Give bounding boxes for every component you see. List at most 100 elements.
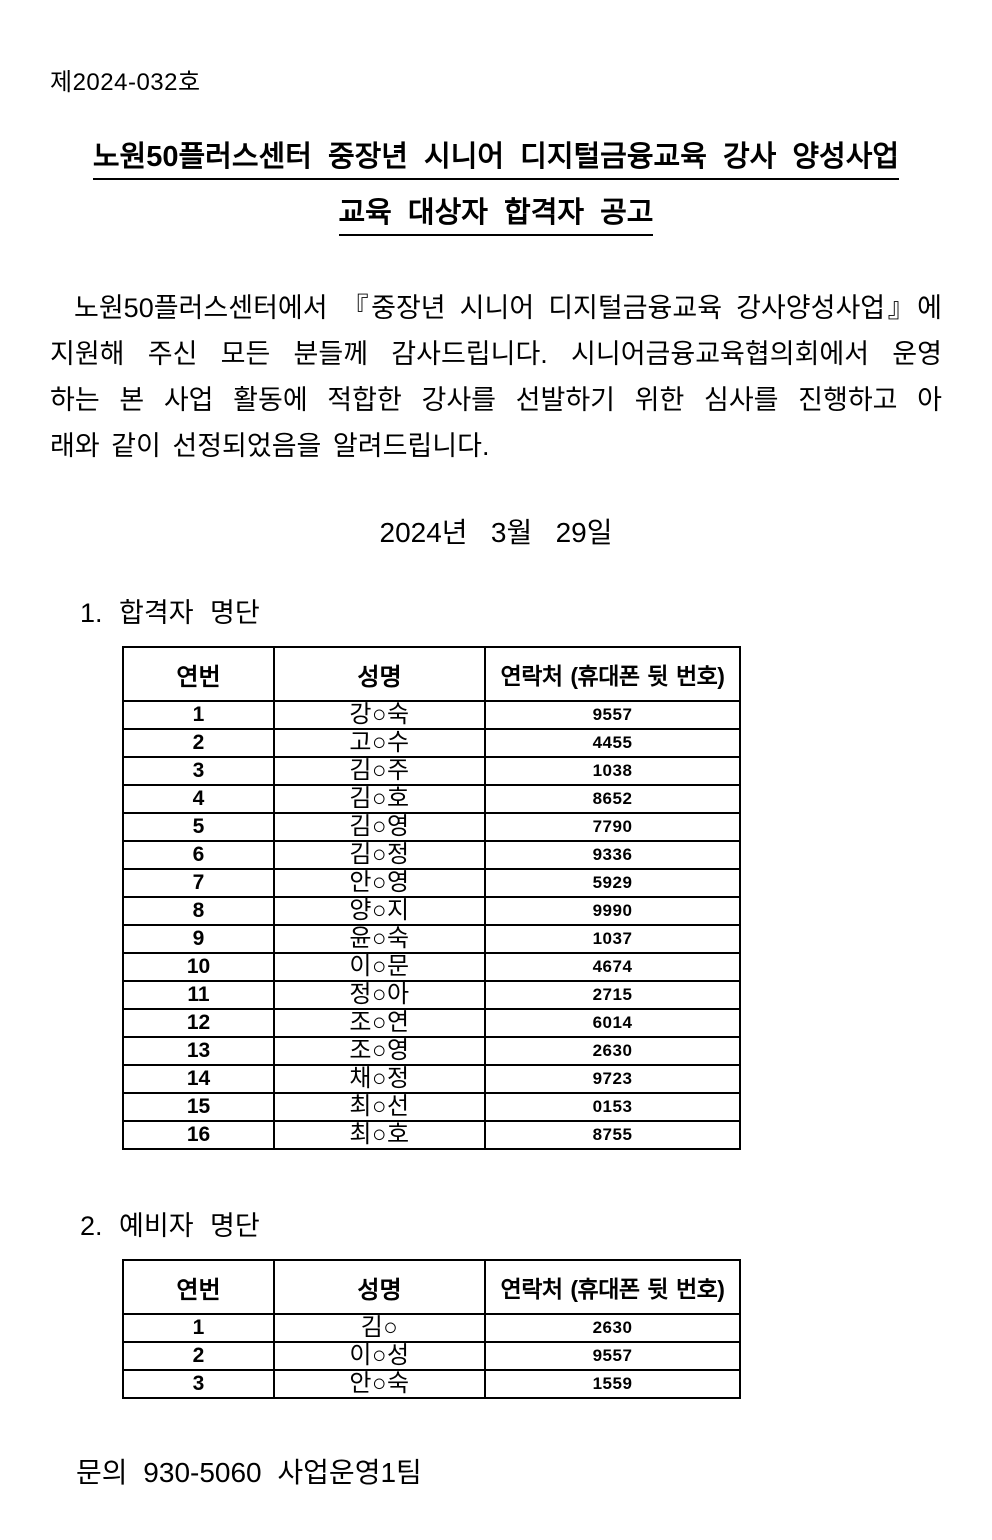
row-number-cell: 16: [122, 1120, 275, 1150]
contact-info: 문의 930-5060 사업운영1팀: [76, 1457, 422, 1488]
name-cell: 조○영: [273, 1036, 486, 1066]
name-cell: 최○호: [273, 1120, 486, 1150]
name-cell: 김○주: [273, 756, 486, 786]
name-cell: 안○영: [273, 868, 486, 898]
column-header-number: 연번: [122, 646, 275, 702]
title-line-1: 노원50플러스센터 중장년 시니어 디지털금융교육 강사 양성사업: [50, 129, 942, 185]
name-cell: 김○영: [273, 812, 486, 842]
table-header-row: 연번 성명 연락처 (휴대폰 뒷 번호): [122, 646, 741, 702]
table-header-row: 연번 성명 연락처 (휴대폰 뒷 번호): [122, 1259, 741, 1315]
table-row: 4 김○호 8652: [122, 784, 741, 814]
phone-suffix-cell: 0153: [484, 1092, 741, 1122]
phone-suffix-cell: 6014: [484, 1008, 741, 1038]
column-header-phone: 연락처 (휴대폰 뒷 번호): [484, 1259, 741, 1315]
table-row: 7 안○영 5929: [122, 868, 741, 898]
name-cell: 조○연: [273, 1008, 486, 1038]
table-row: 13 조○영 2630: [122, 1036, 741, 1066]
table-row: 9 윤○숙 1037: [122, 924, 741, 954]
name-cell: 채○정: [273, 1064, 486, 1094]
phone-suffix-cell: 7790: [484, 812, 741, 842]
name-cell: 고○수: [273, 728, 486, 758]
phone-suffix-cell: 9557: [484, 1341, 741, 1371]
phone-suffix-cell: 4455: [484, 728, 741, 758]
phone-suffix-cell: 5929: [484, 868, 741, 898]
row-number-cell: 8: [122, 896, 275, 926]
table-row: 3 안○숙 1559: [122, 1369, 741, 1399]
row-number-cell: 1: [122, 1313, 275, 1343]
name-cell: 윤○숙: [273, 924, 486, 954]
section-heading-pass-list: 1. 합격자 명단: [80, 598, 260, 628]
document-title: 노원50플러스센터 중장년 시니어 디지털금융교육 강사 양성사업 교육 대상자…: [50, 129, 942, 241]
name-cell: 김○: [273, 1313, 486, 1343]
row-number-cell: 13: [122, 1036, 275, 1066]
body-line: 하는 본 사업 활동에 적합한 강사를 선발하기 위한 심사를 진행하고 아: [50, 385, 942, 415]
name-cell: 정○아: [273, 980, 486, 1010]
phone-suffix-cell: 4674: [484, 952, 741, 982]
phone-suffix-cell: 2630: [484, 1313, 741, 1343]
table-row: 16 최○호 8755: [122, 1120, 741, 1150]
row-number-cell: 14: [122, 1064, 275, 1094]
row-number-cell: 3: [122, 756, 275, 786]
column-header-number: 연번: [122, 1259, 275, 1315]
phone-suffix-cell: 9723: [484, 1064, 741, 1094]
table-row: 8 양○지 9990: [122, 896, 741, 926]
row-number-cell: 1: [122, 700, 275, 730]
column-header-name: 성명: [273, 646, 486, 702]
table-row: 11 정○아 2715: [122, 980, 741, 1010]
title-line-1-text: 노원50플러스센터 중장년 시니어 디지털금융교육 강사 양성사업: [92, 138, 900, 180]
phone-suffix-cell: 8755: [484, 1120, 741, 1150]
name-cell: 양○지: [273, 896, 486, 926]
name-cell: 안○숙: [273, 1369, 486, 1399]
pass-list-table: 연번 성명 연락처 (휴대폰 뒷 번호) 1 강○숙 9557 2 고○수 4455 3 김○…: [122, 646, 741, 1150]
row-number-cell: 2: [122, 1341, 275, 1371]
phone-suffix-cell: 1038: [484, 756, 741, 786]
row-number-cell: 12: [122, 1008, 275, 1038]
body-line: 노원50플러스센터에서 『중장년 시니어 디지털금융교육 강사양성사업』에: [74, 293, 942, 323]
phone-suffix-cell: 9557: [484, 700, 741, 730]
row-number-cell: 3: [122, 1369, 275, 1399]
table-row: 1 강○숙 9557: [122, 700, 741, 730]
column-header-phone: 연락처 (휴대폰 뒷 번호): [484, 646, 741, 702]
name-cell: 김○호: [273, 784, 486, 814]
name-cell: 김○정: [273, 840, 486, 870]
body-line: 지원해 주신 모든 분들께 감사드립니다. 시니어금융교육협의회에서 운영: [50, 339, 942, 369]
name-cell: 이○문: [273, 952, 486, 982]
table-row: 14 채○정 9723: [122, 1064, 741, 1094]
phone-suffix-cell: 1559: [484, 1369, 741, 1399]
name-cell: 이○성: [273, 1341, 486, 1371]
phone-suffix-cell: 2715: [484, 980, 741, 1010]
table-row: 15 최○선 0153: [122, 1092, 741, 1122]
table-row: 2 이○성 9557: [122, 1341, 741, 1371]
document-number: 제2024-032호: [50, 69, 201, 96]
table-row: 3 김○주 1038: [122, 756, 741, 786]
row-number-cell: 6: [122, 840, 275, 870]
table-row: 2 고○수 4455: [122, 728, 741, 758]
title-line-2-text: 교육 대상자 합격자 공고: [338, 194, 654, 236]
title-line-2: 교육 대상자 합격자 공고: [50, 185, 942, 241]
reserve-list-table: 연번 성명 연락처 (휴대폰 뒷 번호) 1 김○ 2630 2 이○성 9557 3 안○숙…: [122, 1259, 741, 1399]
row-number-cell: 15: [122, 1092, 275, 1122]
phone-suffix-cell: 8652: [484, 784, 741, 814]
row-number-cell: 10: [122, 952, 275, 982]
announcement-date: 2024년 3월 29일: [379, 517, 613, 548]
name-cell: 최○선: [273, 1092, 486, 1122]
row-number-cell: 9: [122, 924, 275, 954]
phone-suffix-cell: 9990: [484, 896, 741, 926]
table-row: 1 김○ 2630: [122, 1313, 741, 1343]
phone-suffix-cell: 9336: [484, 840, 741, 870]
body-paragraph: 노원50플러스센터에서 『중장년 시니어 디지털금융교육 강사양성사업』에 지원…: [50, 285, 942, 469]
table-row: 6 김○정 9336: [122, 840, 741, 870]
row-number-cell: 4: [122, 784, 275, 814]
phone-suffix-cell: 2630: [484, 1036, 741, 1066]
row-number-cell: 2: [122, 728, 275, 758]
row-number-cell: 5: [122, 812, 275, 842]
name-cell: 강○숙: [273, 700, 486, 730]
table-row: 12 조○연 6014: [122, 1008, 741, 1038]
row-number-cell: 7: [122, 868, 275, 898]
section-heading-reserve-list: 2. 예비자 명단: [80, 1211, 260, 1241]
row-number-cell: 11: [122, 980, 275, 1010]
body-line: 래와 같이 선정되었음을 알려드립니다.: [50, 431, 490, 461]
table-row: 10 이○문 4674: [122, 952, 741, 982]
table-row: 5 김○영 7790: [122, 812, 741, 842]
